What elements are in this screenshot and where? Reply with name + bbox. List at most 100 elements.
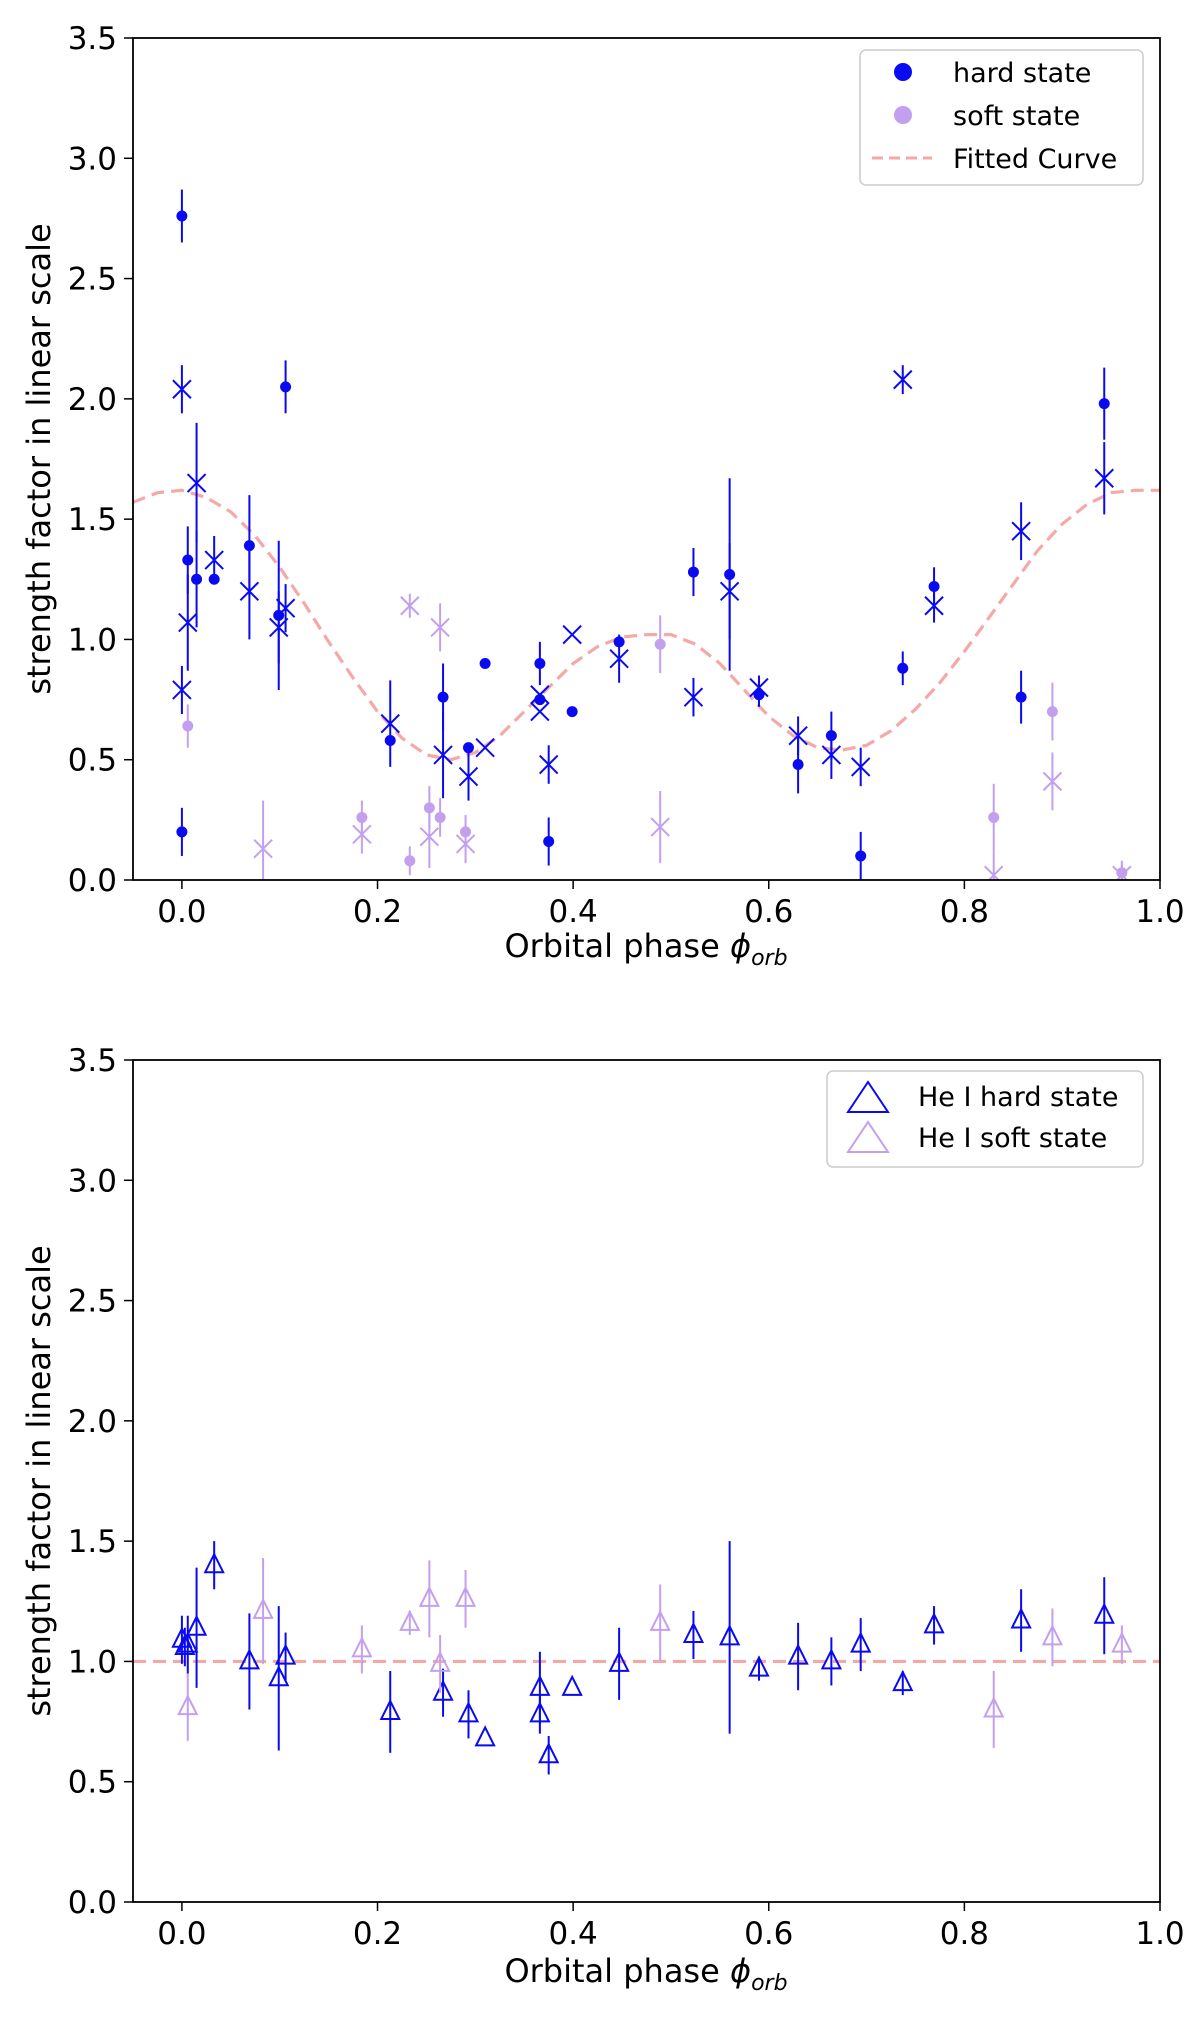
data-point-triangle [432, 1679, 454, 1701]
data-point-x [1011, 521, 1031, 541]
data-point-x [352, 824, 372, 844]
data-point-triangle [274, 1643, 297, 1665]
bottom-legend-box [826, 1070, 1144, 1168]
data-point-triangle [185, 1614, 208, 1636]
data-point-triangle [177, 1693, 199, 1716]
data-point-dot [1046, 706, 1058, 718]
data-point-x [458, 766, 479, 787]
x-tick-label: 0.8 [940, 894, 989, 930]
data-point-x [749, 677, 769, 698]
x-tick-label: 0.2 [353, 1916, 402, 1952]
data-point-dot [855, 850, 867, 862]
top-x-axis-label: Orbital phase ϕorb [504, 927, 787, 971]
data-point-x [455, 834, 476, 854]
top-axes-frame [132, 37, 1161, 881]
data-point-x [253, 839, 273, 859]
bottom-plot-area [133, 1541, 1160, 1775]
data-point-x [475, 737, 495, 758]
data-point-dot [988, 811, 1000, 823]
data-point-x [1112, 865, 1132, 880]
data-point-triangle [850, 1631, 872, 1653]
bottom-legend: He I hard state He I soft state [826, 1070, 1144, 1168]
data-point-dot [182, 720, 194, 732]
data-point-triangle [454, 1585, 477, 1607]
y-tick-label: 0.0 [68, 1885, 117, 1921]
y-tick-label: 1.0 [68, 622, 117, 658]
data-point-x [433, 745, 453, 765]
data-point-triangle [1111, 1631, 1133, 1653]
data-point-triangle [649, 1609, 671, 1631]
y-tick-label: 3.0 [68, 1163, 117, 1199]
data-point-triangle [429, 1650, 451, 1672]
y-tick-label: 0.5 [68, 1765, 117, 1801]
x-tick-label: 0.8 [940, 1916, 989, 1952]
data-point-triangle [529, 1674, 551, 1696]
y-tick-label: 1.5 [68, 502, 117, 538]
data-point-dot [566, 706, 578, 718]
data-point-triangle [682, 1621, 705, 1643]
data-point-x [430, 617, 450, 638]
bottom-axes-ticks: 0.0 0.2 0.4 0.6 0.8 1.0 0.0 0.5 1.0 1.5 2.0 2.5 3.0 3… [68, 1043, 1185, 1952]
bottom-y-axis-label: strength factor in linear scale [20, 1245, 58, 1716]
data-point-x [204, 550, 224, 570]
legend-he-soft-state-label: He I soft state [918, 1123, 1107, 1154]
data-point-x [239, 581, 260, 602]
data-point-triangle [457, 1701, 480, 1723]
data-point-dot [1098, 398, 1110, 410]
data-point-x [650, 817, 670, 837]
data-point-dot [928, 581, 940, 593]
data-point-triangle [203, 1551, 225, 1574]
data-point-dot [176, 210, 188, 222]
data-point-triangle [561, 1674, 583, 1696]
data-point-x [172, 379, 192, 399]
data-point-dot [437, 691, 449, 703]
data-point-triangle [748, 1655, 770, 1677]
data-point-triangle [787, 1643, 809, 1665]
data-point-x [788, 725, 808, 746]
data-point-x [400, 596, 420, 616]
data-point-triangle [608, 1650, 630, 1672]
y-tick-label: 0.5 [68, 743, 117, 779]
data-point-dot [1015, 691, 1027, 703]
data-point-x [821, 745, 842, 765]
y-tick-label: 3.5 [68, 1043, 117, 1079]
data-point-triangle [923, 1612, 945, 1634]
x-tick-label: 0.4 [548, 894, 597, 930]
y-tick-label: 2.0 [68, 382, 117, 418]
legend-hard-state-marker [894, 63, 912, 81]
y-tick-label: 3.0 [68, 141, 117, 177]
data-point-dot [176, 826, 188, 838]
x-tick-label: 0.6 [744, 894, 793, 930]
x-tick-label: 1.0 [1135, 894, 1184, 930]
data-point-x [1042, 771, 1063, 792]
data-point-triangle [1041, 1624, 1064, 1646]
data-point-x [719, 581, 740, 602]
data-point-x [419, 826, 440, 847]
x-tick-label: 0.2 [353, 894, 402, 930]
data-point-x [562, 624, 582, 645]
x-tick-label: 0.0 [157, 894, 206, 930]
data-point-triangle [719, 1624, 741, 1646]
y-tick-label: 0.0 [68, 863, 117, 899]
top-legend: hard state soft state Fitted Curve [859, 49, 1144, 186]
data-point-dot [687, 566, 699, 578]
data-point-dot [479, 657, 491, 669]
bottom-x-axis-label: Orbital phase ϕorb [504, 1952, 787, 1996]
data-point-x [984, 865, 1004, 880]
data-point-triangle [1010, 1607, 1032, 1629]
top-legend-box [859, 49, 1144, 186]
x-tick-label: 1.0 [1135, 1916, 1184, 1952]
plot-clipped-layer [133, 1541, 1160, 1775]
data-point-triangle [529, 1701, 551, 1723]
data-point-triangle [177, 1631, 199, 1653]
data-point-x [530, 685, 550, 705]
bottom-axes-frame [132, 1059, 1161, 1903]
top-panel: 0.0 0.2 0.4 0.6 0.8 1.0 0.0 0.5 1.0 1.5 2.0 2.5 3.0 3… [20, 21, 1185, 971]
data-point-x [924, 596, 944, 616]
legend-he-hard-state-label: He I hard state [918, 1082, 1118, 1113]
data-point-x [380, 713, 400, 734]
data-point-dot [191, 573, 203, 585]
y-tick-label: 2.0 [68, 1404, 117, 1440]
data-point-triangle [418, 1585, 440, 1607]
